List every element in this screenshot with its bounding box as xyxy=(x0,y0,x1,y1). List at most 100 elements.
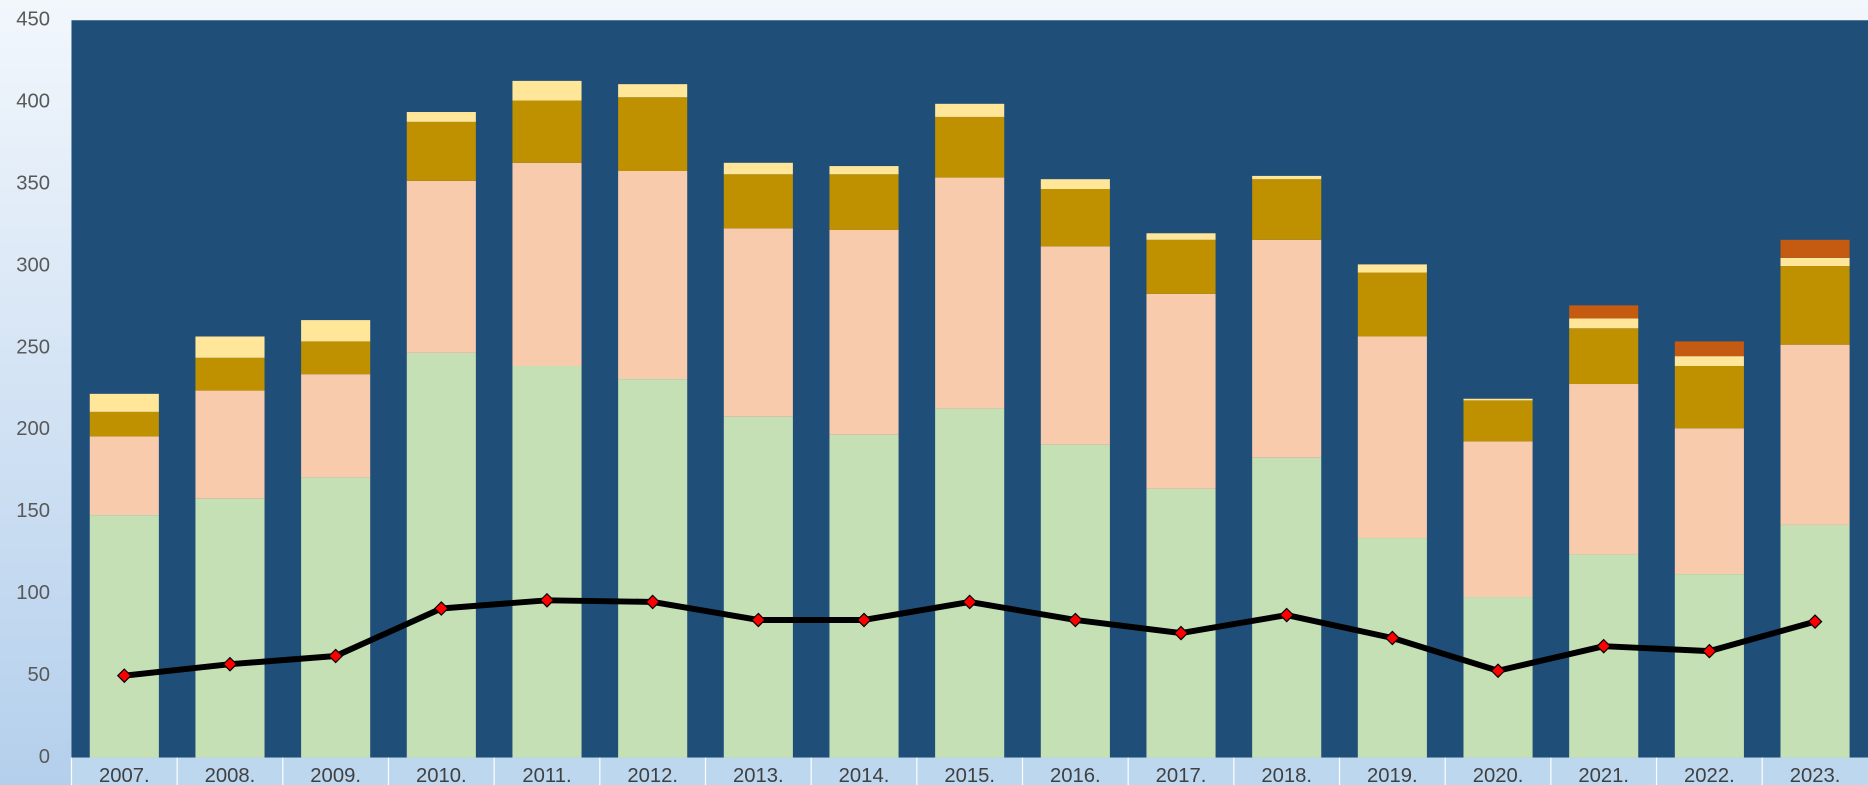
bar-segment xyxy=(406,352,476,758)
x-tick-label: 2013. xyxy=(733,765,784,785)
bar-segment xyxy=(1780,266,1850,345)
bar-segment xyxy=(1040,444,1110,758)
line-marker xyxy=(856,612,872,628)
bar-segment xyxy=(1040,189,1110,247)
x-tick-label: 2012. xyxy=(627,765,678,785)
bar-segment xyxy=(301,341,371,375)
bar-segment xyxy=(618,170,688,380)
bar-segment xyxy=(1780,239,1850,258)
bar-segment xyxy=(1780,344,1850,525)
bar-segment xyxy=(935,408,1005,758)
bar-segment xyxy=(1357,272,1427,337)
bar-segment xyxy=(829,434,899,758)
bar-segment xyxy=(1674,574,1744,758)
line-marker xyxy=(750,612,766,628)
x-tick-label: 2015. xyxy=(944,765,995,785)
line-marker xyxy=(222,656,238,672)
bar-segment xyxy=(1780,257,1850,267)
y-tick-label: 400 xyxy=(16,91,50,113)
x-tick-label: 2007. xyxy=(99,765,150,785)
x-tick-label: 2010. xyxy=(416,765,467,785)
x-tick-label: 2017. xyxy=(1156,765,1207,785)
x-tick-label: 2020. xyxy=(1473,765,1524,785)
bar-segment xyxy=(723,416,793,758)
bar-segment xyxy=(195,336,265,358)
x-tick-label: 2018. xyxy=(1261,765,1312,785)
x-tick-label: 2016. xyxy=(1050,765,1101,785)
bar-segment xyxy=(512,365,582,758)
bar-segment xyxy=(195,498,265,758)
bar-segment xyxy=(512,100,582,163)
bar-segment xyxy=(1674,365,1744,429)
x-tick-label: 2019. xyxy=(1367,765,1418,785)
bar-segment xyxy=(1357,264,1427,273)
category-strip xyxy=(71,757,1868,785)
line-marker xyxy=(1807,614,1823,629)
bar-segment xyxy=(1463,398,1533,401)
y-tick-label: 450 xyxy=(16,9,50,31)
bar-segment xyxy=(1040,179,1110,190)
bar-segment xyxy=(1569,318,1639,329)
line-marker xyxy=(1384,630,1400,646)
bar-segment xyxy=(1252,179,1322,240)
bar-segment xyxy=(935,116,1005,178)
bar-segment xyxy=(829,174,899,230)
bar-segment xyxy=(1569,305,1639,319)
bar-segment xyxy=(512,80,582,101)
bar-segment xyxy=(1780,524,1850,758)
line-marker xyxy=(1596,638,1612,654)
x-tick-label: 2021. xyxy=(1578,765,1629,785)
bar-segment xyxy=(301,320,371,342)
bar-segment xyxy=(301,477,371,758)
bar-segment xyxy=(618,379,688,758)
y-tick-label: 50 xyxy=(28,664,51,686)
bar-segment xyxy=(1146,233,1216,240)
line-marker xyxy=(328,648,344,664)
bar-segment xyxy=(1040,246,1110,445)
x-tick-label: 2023. xyxy=(1790,765,1841,785)
bar-segment xyxy=(1674,428,1744,575)
bar-segment xyxy=(1674,341,1744,357)
bar-segment xyxy=(406,112,476,122)
bar-segment xyxy=(89,411,159,437)
line-marker xyxy=(433,601,449,616)
bar-segment xyxy=(1463,400,1533,442)
bar-segment xyxy=(89,515,159,758)
bar-segment xyxy=(1252,175,1322,180)
x-tick-label: 2011. xyxy=(522,765,571,785)
y-tick-label: 0 xyxy=(39,746,50,768)
x-tick-label: 2022. xyxy=(1684,765,1735,785)
bar-segment xyxy=(1463,441,1533,598)
bar-segment xyxy=(1569,328,1639,385)
line-marker xyxy=(1701,643,1717,659)
bar-segment xyxy=(1146,293,1216,489)
bar-segment xyxy=(195,357,265,391)
line-marker xyxy=(539,592,555,608)
x-tick-label: 2014. xyxy=(839,765,890,785)
bar-segment xyxy=(829,229,899,435)
bar-segment xyxy=(935,103,1005,117)
bar-segment xyxy=(1252,239,1322,458)
line-marker xyxy=(1279,607,1295,623)
y-tick-label: 250 xyxy=(16,336,50,358)
y-tick-label: 350 xyxy=(16,172,50,194)
bar-segment xyxy=(89,436,159,516)
line-marker xyxy=(1173,625,1189,641)
bar-segment xyxy=(723,228,793,417)
bar-segment xyxy=(406,121,476,181)
line-marker xyxy=(1067,612,1083,628)
bar-segment xyxy=(89,393,159,412)
bar-segment xyxy=(1146,239,1216,294)
y-tick-label: 200 xyxy=(16,418,50,440)
line-marker xyxy=(116,668,132,684)
bar-segment xyxy=(512,162,582,366)
x-tick-label: 2009. xyxy=(310,765,361,785)
bar-segment xyxy=(195,390,265,499)
bar-segment xyxy=(1674,356,1744,366)
line-marker xyxy=(645,594,661,610)
bar-segment xyxy=(723,174,793,229)
bar-segment xyxy=(406,180,476,353)
bar-segment xyxy=(301,374,371,478)
